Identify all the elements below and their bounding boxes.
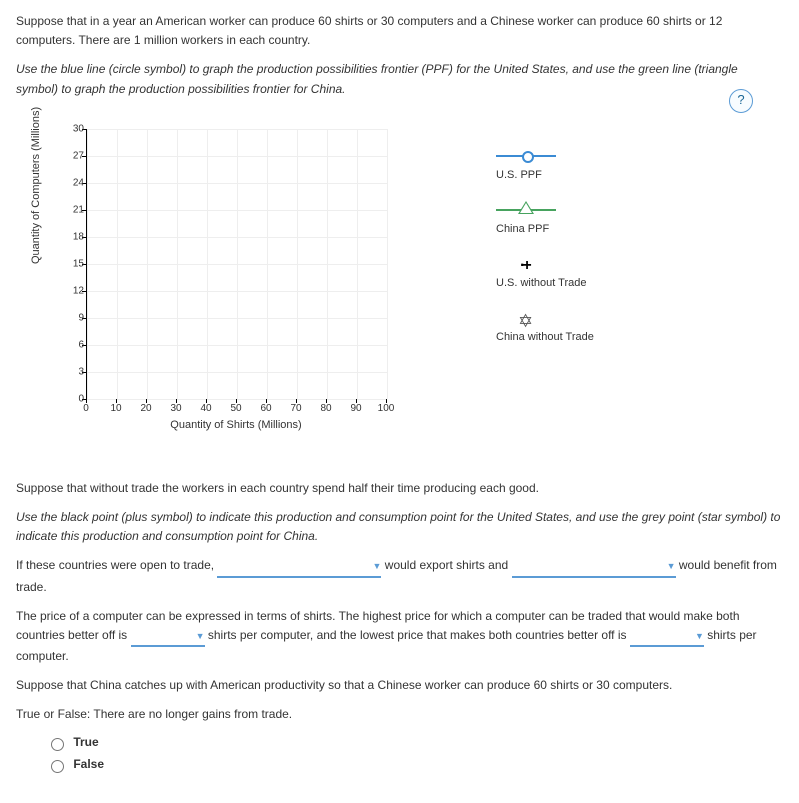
radio-true[interactable]	[51, 738, 64, 751]
tf-prompt: True or False: There are no longer gains…	[16, 705, 783, 724]
ytick-label: 18	[66, 231, 84, 242]
ytick-label: 21	[66, 204, 84, 215]
price-sentence: The price of a computer can be expressed…	[16, 607, 783, 667]
intro-text-1: Suppose that in a year an American worke…	[16, 12, 783, 50]
legend-china-notrade-label: China without Trade	[496, 331, 594, 343]
price-mid: shirts per computer, and the lowest pric…	[208, 628, 630, 642]
xtick-label: 10	[106, 403, 126, 414]
xtick-label: 20	[136, 403, 156, 414]
dropdown-low-price[interactable]	[630, 626, 704, 647]
opt-false-text: False	[73, 757, 104, 771]
legend-china-ppf-label: China PPF	[496, 223, 549, 235]
triangle-icon	[520, 203, 532, 213]
star-icon: ✡	[518, 311, 533, 331]
intro-instruction: Use the blue line (circle symbol) to gra…	[16, 60, 783, 98]
legend: U.S. PPF China PPF ·+ U.S. without Trade…	[496, 149, 594, 365]
xtick-label: 90	[346, 403, 366, 414]
fill1-before: If these countries were open to trade,	[16, 558, 217, 572]
radio-false[interactable]	[51, 760, 64, 773]
xtick-label: 80	[316, 403, 336, 414]
ytick-label: 24	[66, 177, 84, 188]
xtick-label: 40	[196, 403, 216, 414]
ytick-label: 3	[66, 366, 84, 377]
legend-us-notrade-label: U.S. without Trade	[496, 277, 587, 289]
y-axis-label: Quantity of Computers (Millions)	[30, 107, 42, 264]
ytick-label: 9	[66, 312, 84, 323]
dropdown-who-benefits[interactable]	[512, 556, 676, 577]
legend-china-ppf[interactable]: China PPF	[496, 203, 594, 235]
help-button[interactable]: ?	[729, 89, 753, 113]
xtick-label: 30	[166, 403, 186, 414]
radio-false-label[interactable]: False	[46, 757, 104, 771]
fill1-mid: would export shirts and	[385, 558, 512, 572]
legend-us-ppf[interactable]: U.S. PPF	[496, 149, 594, 181]
legend-us-ppf-label: U.S. PPF	[496, 169, 542, 181]
legend-us-notrade[interactable]: ·+ U.S. without Trade	[496, 257, 594, 289]
circle-icon	[522, 151, 534, 163]
opt-true-text: True	[73, 735, 98, 749]
no-trade-assumption: Suppose that without trade the workers i…	[16, 479, 783, 498]
dropdown-high-price[interactable]	[131, 626, 205, 647]
ytick-label: 30	[66, 123, 84, 134]
fill-trade-sentence: If these countries were open to trade, w…	[16, 556, 783, 596]
xtick-label: 100	[376, 403, 396, 414]
x-axis-label: Quantity of Shirts (Millions)	[86, 419, 386, 431]
chart-region: ? Quantity of Computers (Millions) Quant…	[16, 119, 783, 439]
ytick-label: 12	[66, 285, 84, 296]
plot-area[interactable]	[86, 129, 387, 400]
ytick-label: 27	[66, 150, 84, 161]
xtick-label: 70	[286, 403, 306, 414]
radio-true-label[interactable]: True	[46, 735, 99, 749]
radio-false-row: False	[46, 757, 783, 773]
xtick-label: 0	[76, 403, 96, 414]
chart-area: Quantity of Computers (Millions) Quantit…	[36, 119, 416, 439]
radio-true-row: True	[46, 735, 783, 751]
xtick-label: 50	[226, 403, 246, 414]
dropdown-exporter[interactable]	[217, 556, 381, 577]
catchup-text: Suppose that China catches up with Ameri…	[16, 676, 783, 695]
legend-china-notrade[interactable]: ✡ China without Trade	[496, 311, 594, 343]
ytick-label: 6	[66, 339, 84, 350]
plus-icon: ·+	[520, 257, 529, 274]
ytick-label: 15	[66, 258, 84, 269]
point-instruction: Use the black point (plus symbol) to ind…	[16, 508, 783, 546]
xtick-label: 60	[256, 403, 276, 414]
